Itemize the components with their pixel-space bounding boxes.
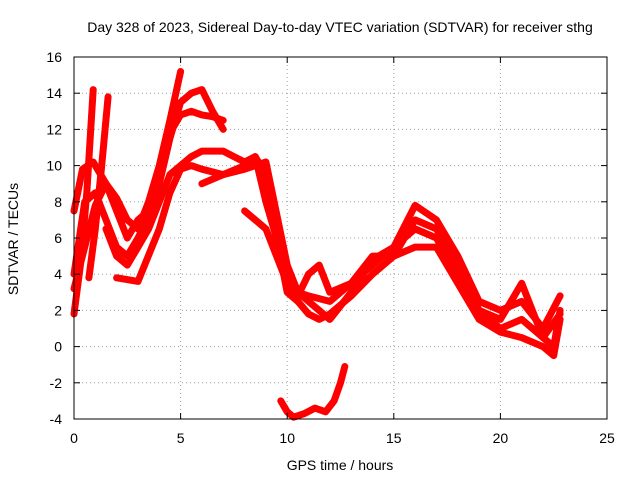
series-10 bbox=[277, 363, 349, 421]
x-axis-label: GPS time / hours bbox=[287, 457, 394, 473]
y-tick-label-6: 8 bbox=[54, 194, 62, 210]
y-tick-label-4: 4 bbox=[54, 266, 62, 282]
y-tick-label-0: -4 bbox=[50, 411, 63, 427]
series-9 bbox=[241, 207, 564, 351]
y-axis-label: SDTVAR / TECUs bbox=[5, 183, 21, 295]
x-tick-label-1: 5 bbox=[177, 430, 185, 446]
y-tick-label-1: -2 bbox=[50, 375, 63, 391]
series-7 bbox=[113, 153, 564, 360]
y-tick-label-7: 10 bbox=[46, 158, 62, 174]
x-tick-label-0: 0 bbox=[70, 430, 78, 446]
y-tick-label-3: 2 bbox=[54, 302, 62, 318]
y-tick-label-5: 6 bbox=[54, 230, 62, 246]
x-tick-label-2: 10 bbox=[279, 430, 295, 446]
y-tick-label-10: 16 bbox=[46, 49, 62, 65]
y-tick-label-8: 12 bbox=[46, 121, 62, 137]
series-5 bbox=[70, 107, 227, 278]
x-tick-label-3: 15 bbox=[386, 430, 402, 446]
chart-title: Day 328 of 2023, Sidereal Day-to-day VTE… bbox=[87, 19, 593, 35]
data-series bbox=[70, 68, 564, 421]
x-tick-label-5: 25 bbox=[599, 430, 615, 446]
y-tick-label-2: 0 bbox=[54, 339, 62, 355]
y-tick-label-9: 14 bbox=[46, 85, 62, 101]
axis-ticks: 0 5 10 15 20 25 -4 -2 0 2 4 6 8 10 12 14 16 bbox=[46, 49, 615, 446]
x-tick-label-4: 20 bbox=[493, 430, 509, 446]
series-8 bbox=[198, 158, 564, 342]
